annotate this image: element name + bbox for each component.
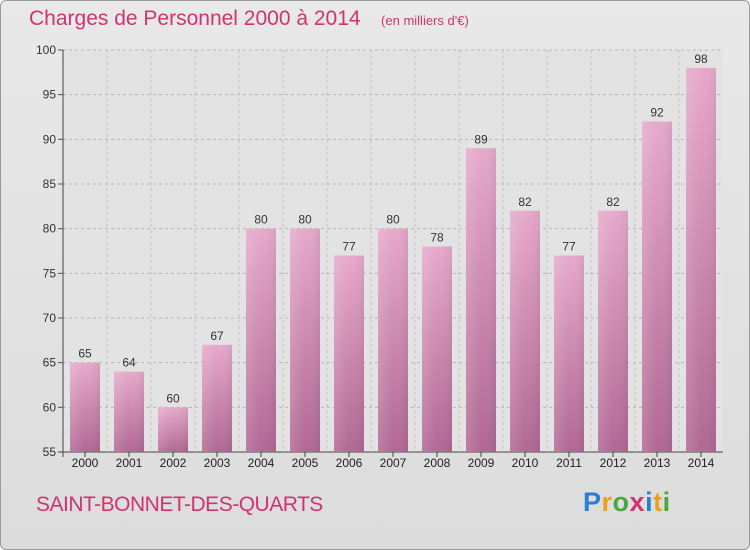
x-tick-label-2009: 2009 [468, 456, 495, 470]
bar-shine-2000 [70, 362, 100, 452]
data-label-2003: 67 [210, 329, 224, 343]
x-tick-label-2010: 2010 [512, 456, 539, 470]
data-label-2001: 64 [122, 356, 136, 370]
data-label-2002: 60 [166, 391, 180, 405]
data-label-2005: 80 [298, 213, 312, 227]
bar-shine-2012 [598, 210, 628, 452]
bar-shine-2002 [158, 407, 188, 452]
data-label-2012: 82 [606, 195, 620, 209]
x-tick-label-2013: 2013 [644, 456, 671, 470]
data-label-2006: 77 [342, 239, 356, 253]
data-label-2004: 80 [254, 213, 268, 227]
y-tick-label: 75 [43, 266, 57, 280]
x-tick-label-2005: 2005 [292, 456, 319, 470]
place-name: SAINT-BONNET-DES-QUARTS [36, 493, 323, 516]
bars [70, 67, 716, 452]
x-tick-label-2007: 2007 [380, 456, 407, 470]
x-tick-label-2001: 2001 [116, 456, 143, 470]
bar-shine-2014 [686, 67, 716, 452]
x-tick-label-2014: 2014 [688, 456, 715, 470]
y-tick-label: 80 [43, 222, 57, 236]
x-tick-label-2012: 2012 [600, 456, 627, 470]
bar-shine-2008 [422, 246, 452, 452]
bar-shine-2009 [466, 148, 496, 452]
data-label-2009: 89 [474, 132, 488, 146]
title-row: Charges de Personnel 2000 à 2014 (en mil… [29, 7, 469, 31]
x-tick-label-2004: 2004 [248, 456, 275, 470]
labels: 55 60 65 70 75 80 85 90 95 100 65 2000 64 2001 60 2002 6… [36, 43, 715, 470]
chart-title: Charges de Personnel 2000 à 2014 [29, 7, 361, 30]
y-tick-label: 95 [43, 88, 57, 102]
y-tick-label: 90 [43, 132, 57, 146]
bar-shine-2003 [202, 344, 232, 452]
data-label-2014: 98 [694, 52, 708, 66]
y-tick-label: 65 [43, 356, 57, 370]
bar-shine-2011 [554, 255, 584, 452]
bar-shine-2013 [642, 121, 672, 452]
x-tick-label-2002: 2002 [160, 456, 187, 470]
data-label-2011: 77 [562, 239, 576, 253]
data-label-2008: 78 [430, 231, 444, 245]
data-label-2007: 80 [386, 213, 400, 227]
x-tick-label-2008: 2008 [424, 456, 451, 470]
bar-shine-2010 [510, 210, 540, 452]
data-label-2013: 92 [650, 105, 664, 119]
proxiti-logo: Proxiti [583, 487, 671, 517]
x-tick-label-2006: 2006 [336, 456, 363, 470]
y-tick-label: 100 [36, 43, 56, 57]
y-tick-label: 60 [43, 400, 57, 414]
y-tick-label: 55 [43, 445, 57, 459]
chart-subtitle: (en milliers d'€) [381, 13, 469, 28]
bar-shine-2007 [378, 228, 408, 452]
y-tick-label: 70 [43, 311, 57, 325]
y-tick-label: 85 [43, 177, 57, 191]
data-label-2000: 65 [78, 347, 92, 361]
x-tick-label-2011: 2011 [556, 456, 582, 470]
bar-shine-2004 [246, 228, 276, 452]
data-label-2010: 82 [518, 195, 532, 209]
x-tick-label-2000: 2000 [72, 456, 99, 470]
bar-shine-2006 [334, 255, 364, 452]
bar-shine-2001 [114, 371, 144, 452]
bar-shine-2005 [290, 228, 320, 452]
x-tick-label-2003: 2003 [204, 456, 231, 470]
